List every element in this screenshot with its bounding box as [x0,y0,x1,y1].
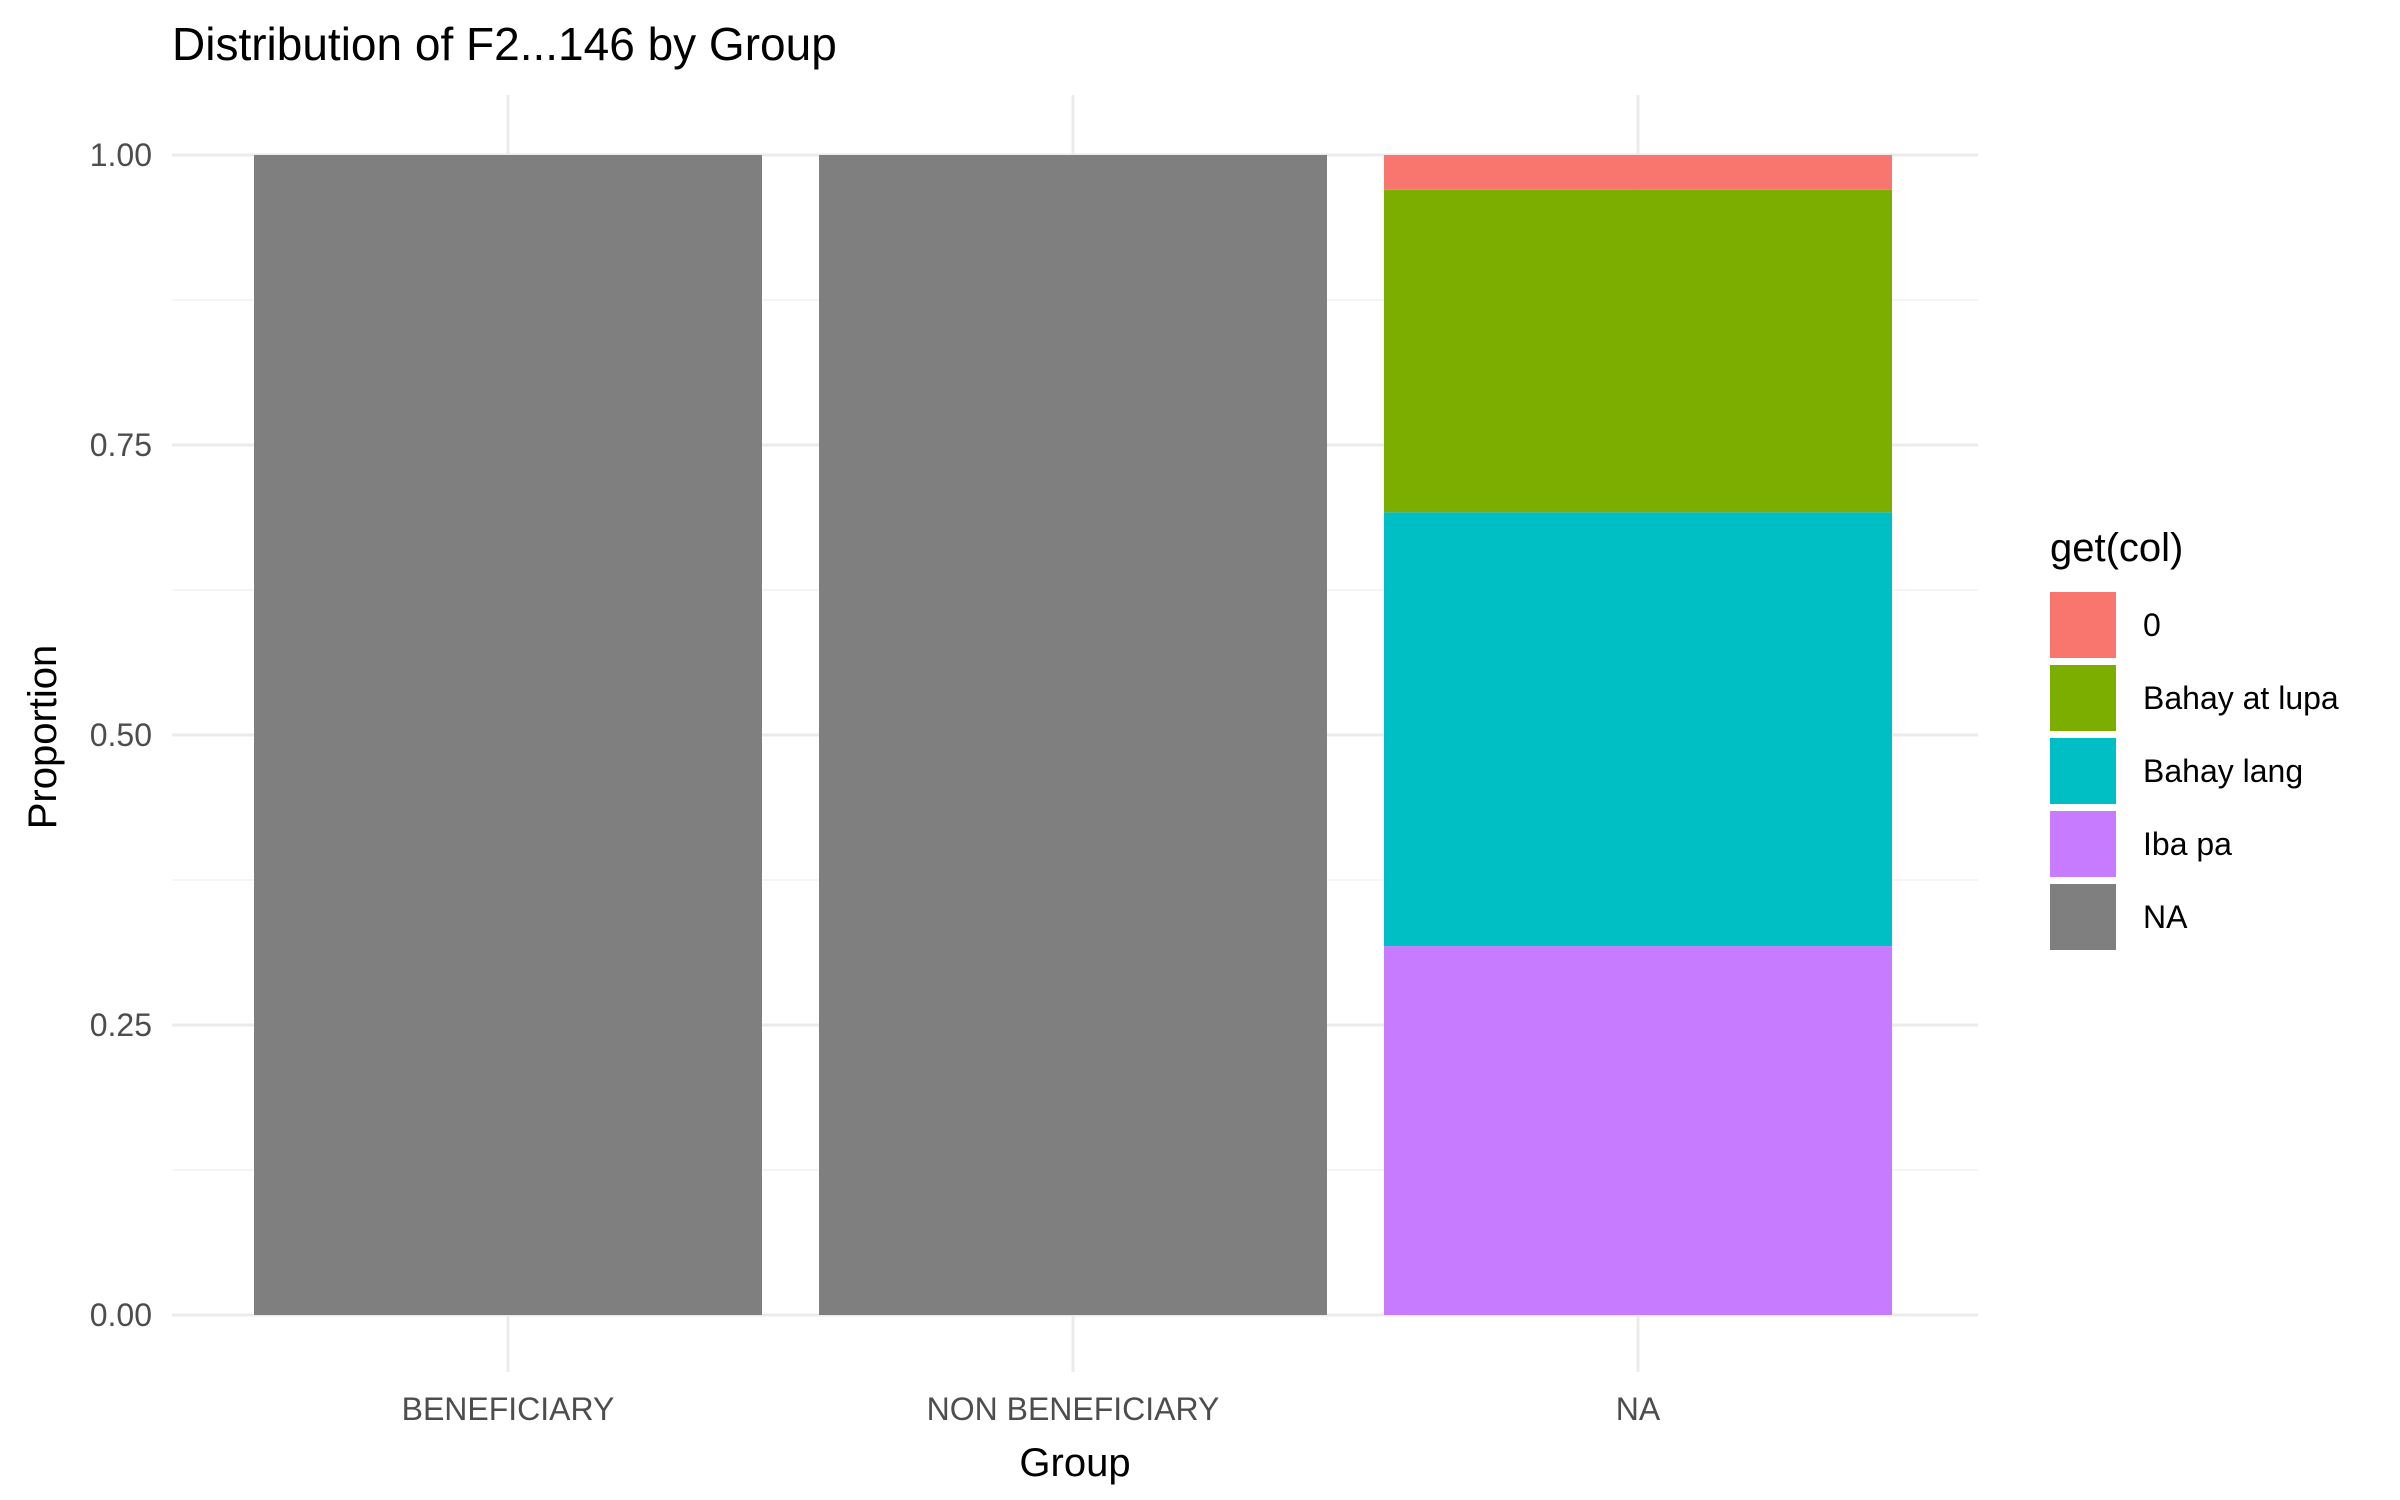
legend-items: 0 Bahay at lupa Bahay lang Iba pa NA [2050,592,2339,950]
legend-label: Bahay lang [2143,753,2303,789]
legend-label: Iba pa [2143,826,2232,862]
x-tick-label: BENEFICIARY [402,1391,615,1427]
legend-key [2050,738,2116,804]
legend-label: NA [2143,899,2188,935]
axes: 0.00 0.25 0.50 0.75 1.00 BENEFICIARY NON BENEF… [90,137,1661,1427]
bar-segment [254,155,762,1315]
legend-key [2050,665,2116,731]
x-axis-title: Group [1019,1441,1130,1485]
x-tick-label: NA [1616,1391,1661,1427]
x-tick-label: NON BENEFICIARY [927,1391,1220,1427]
bars [254,155,1892,1315]
y-tick-label: 0.75 [90,427,152,463]
y-axis-title: Proportion [21,645,65,830]
legend: get(col) 0 Bahay at lupa Bahay lang Iba pa N… [2050,526,2339,950]
y-tick-label: 1.00 [90,137,152,173]
legend-label: Bahay at lupa [2143,680,2339,716]
y-tick-label: 0.00 [90,1297,152,1333]
chart-title: Distribution of F2...146 by Group [172,18,837,70]
legend-title: get(col) [2050,526,2183,570]
bar-segment [819,155,1327,1315]
y-tick-label: 0.50 [90,717,152,753]
legend-key [2050,884,2116,950]
y-tick-label: 0.25 [90,1007,152,1043]
bar-segment [1384,189,1892,513]
legend-key [2050,811,2116,877]
bar-segment [1384,512,1892,947]
bar-segment [1384,946,1892,1315]
legend-key [2050,592,2116,658]
bar-segment [1384,155,1892,190]
legend-label: 0 [2143,607,2161,643]
